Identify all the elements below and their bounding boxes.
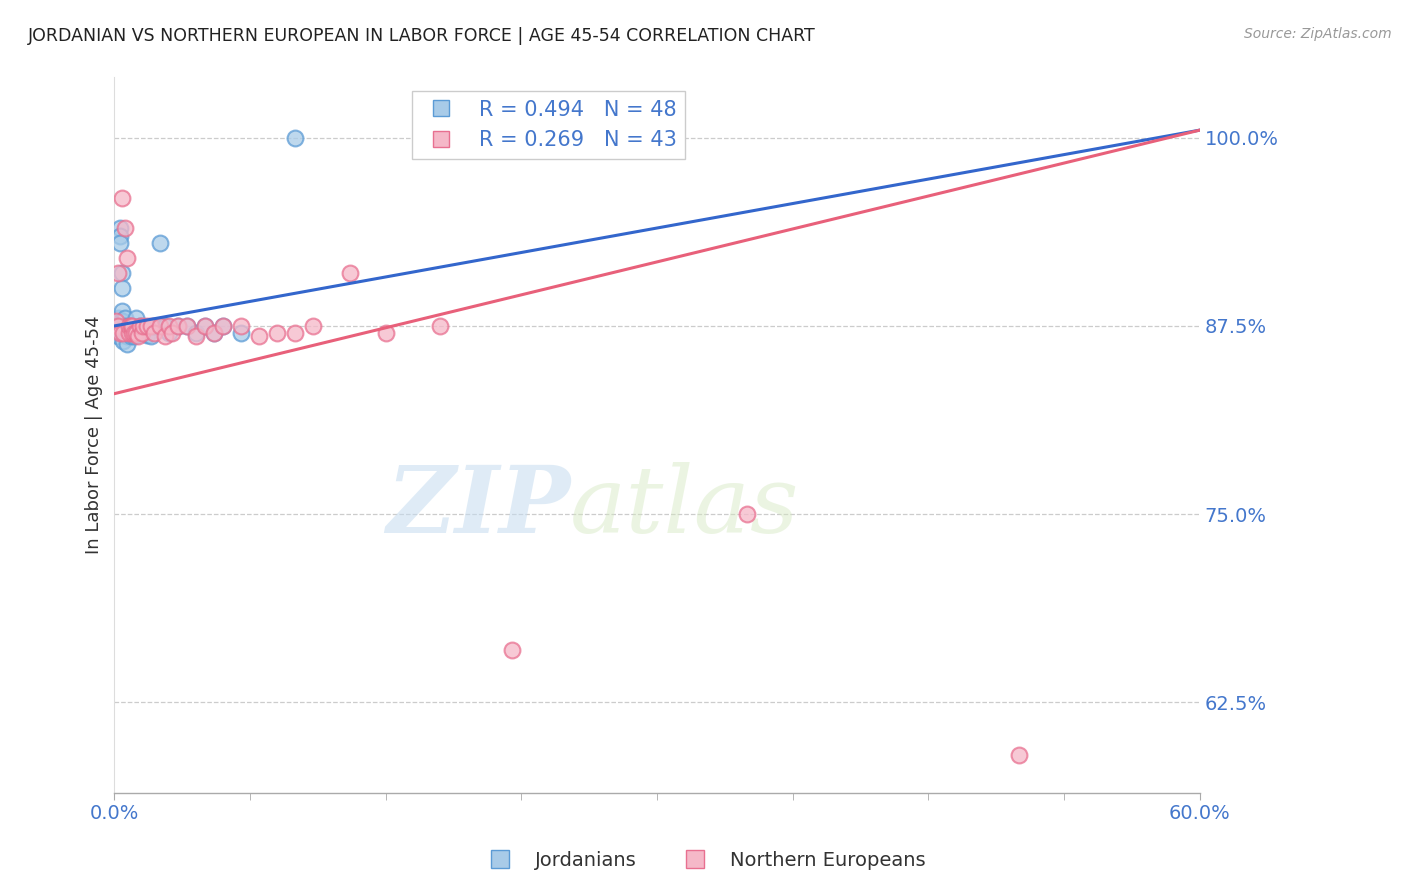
Point (128, 318, 150, 333)
Point (118, 318, 141, 333)
Text: ZIP: ZIP (387, 461, 571, 551)
Point (108, 221, 131, 235)
Point (112, 326, 135, 341)
Point (136, 327, 159, 342)
Legend: Jordanians, Northern Europeans: Jordanians, Northern Europeans (472, 843, 934, 878)
Point (105, 314, 128, 328)
Point (284, 326, 307, 341)
Point (124, 329, 146, 343)
Point (108, 228, 131, 243)
Point (139, 329, 162, 343)
Point (153, 318, 176, 333)
Point (107, 266, 129, 280)
Legend: R = 0.494   N = 48, R = 0.269   N = 43: R = 0.494 N = 48, R = 0.269 N = 43 (412, 92, 685, 159)
Point (111, 191, 134, 205)
Point (194, 318, 217, 333)
Point (114, 311, 136, 326)
Point (162, 326, 184, 341)
Point (212, 318, 235, 333)
Point (108, 236, 131, 251)
Point (111, 314, 134, 328)
Point (111, 266, 134, 280)
Point (127, 326, 149, 341)
Point (112, 334, 135, 348)
Point (229, 318, 252, 333)
Point (111, 303, 134, 318)
Text: atlas: atlas (571, 461, 800, 551)
Point (107, 329, 129, 343)
Point (108, 326, 131, 341)
Point (120, 329, 142, 343)
Point (229, 326, 252, 341)
Point (118, 326, 141, 341)
Point (132, 318, 155, 333)
Point (166, 318, 188, 333)
Point (149, 318, 172, 333)
Point (202, 326, 225, 341)
Point (136, 318, 159, 333)
Point (114, 318, 136, 333)
Point (121, 326, 143, 341)
Point (118, 318, 141, 333)
Point (176, 318, 198, 333)
Point (202, 326, 225, 341)
Point (114, 221, 136, 235)
Point (115, 329, 138, 343)
Point (124, 326, 146, 341)
Point (143, 318, 166, 333)
Point (121, 318, 143, 333)
Point (107, 311, 129, 326)
Point (118, 326, 141, 341)
Point (184, 326, 207, 341)
Point (115, 251, 138, 265)
Point (374, 326, 396, 341)
Point (120, 318, 142, 333)
Point (125, 326, 148, 341)
Point (143, 326, 166, 341)
Point (112, 326, 135, 341)
Point (121, 326, 143, 341)
Point (131, 326, 153, 341)
Point (107, 318, 129, 333)
Point (157, 326, 180, 341)
Point (115, 323, 138, 337)
Point (111, 281, 134, 295)
Point (115, 337, 138, 351)
Point (176, 318, 198, 333)
Point (737, 507, 759, 521)
Point (134, 326, 156, 341)
Point (302, 318, 325, 333)
Point (501, 642, 523, 657)
Point (429, 318, 451, 333)
Point (153, 329, 176, 343)
Point (128, 318, 150, 333)
Point (194, 318, 217, 333)
Point (166, 318, 188, 333)
Point (247, 329, 270, 343)
Point (1008, 747, 1031, 762)
Point (112, 318, 135, 333)
Point (105, 326, 128, 341)
Point (114, 326, 136, 341)
Point (132, 326, 155, 341)
Point (120, 318, 142, 333)
Point (125, 311, 148, 326)
Point (149, 236, 172, 251)
Text: Source: ZipAtlas.com: Source: ZipAtlas.com (1244, 27, 1392, 41)
Point (284, 130, 307, 145)
Point (339, 266, 361, 280)
Point (105, 318, 128, 333)
Point (266, 326, 288, 341)
Point (157, 318, 180, 333)
Y-axis label: In Labor Force | Age 45-54: In Labor Force | Age 45-54 (86, 316, 103, 554)
Point (131, 323, 153, 337)
Point (212, 318, 235, 333)
Point (121, 318, 143, 333)
Point (107, 318, 129, 333)
Text: JORDANIAN VS NORTHERN EUROPEAN IN LABOR FORCE | AGE 45-54 CORRELATION CHART: JORDANIAN VS NORTHERN EUROPEAN IN LABOR … (28, 27, 815, 45)
Point (139, 318, 162, 333)
Point (127, 329, 149, 343)
Point (184, 329, 207, 343)
